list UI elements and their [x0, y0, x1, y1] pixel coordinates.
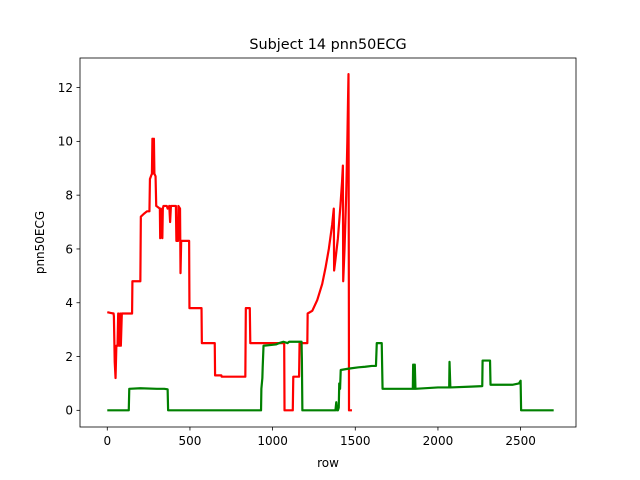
y-tick-label: 12 — [58, 81, 73, 95]
series-layer — [107, 73, 554, 412]
y-axis-label: pnn50ECG — [33, 211, 47, 274]
y-tick-label: 0 — [65, 404, 73, 418]
y-tick-label: 8 — [65, 188, 73, 202]
series-line-1 — [107, 340, 554, 412]
y-tick-label: 10 — [58, 135, 73, 149]
x-tick-label: 2500 — [505, 434, 536, 448]
chart-title: Subject 14 pnn50ECG — [249, 37, 406, 53]
y-tick-label: 2 — [65, 350, 73, 364]
plot-area — [79, 57, 577, 428]
axes-frame — [79, 57, 577, 428]
x-tick-label: 1000 — [257, 434, 288, 448]
x-tick-label: 1500 — [340, 434, 371, 448]
series-line-0 — [107, 73, 352, 412]
x-axis: 0 500 1000 1500 2000 2500 — [103, 427, 536, 448]
x-tick-label: 500 — [178, 434, 201, 448]
x-tick-label: 0 — [103, 434, 111, 448]
y-tick-label: 4 — [65, 296, 73, 310]
x-tick-label: 2000 — [423, 434, 454, 448]
x-axis-label: row — [317, 456, 339, 470]
y-axis: 0 2 4 6 8 10 12 — [58, 81, 80, 418]
y-tick-label: 6 — [65, 242, 73, 256]
